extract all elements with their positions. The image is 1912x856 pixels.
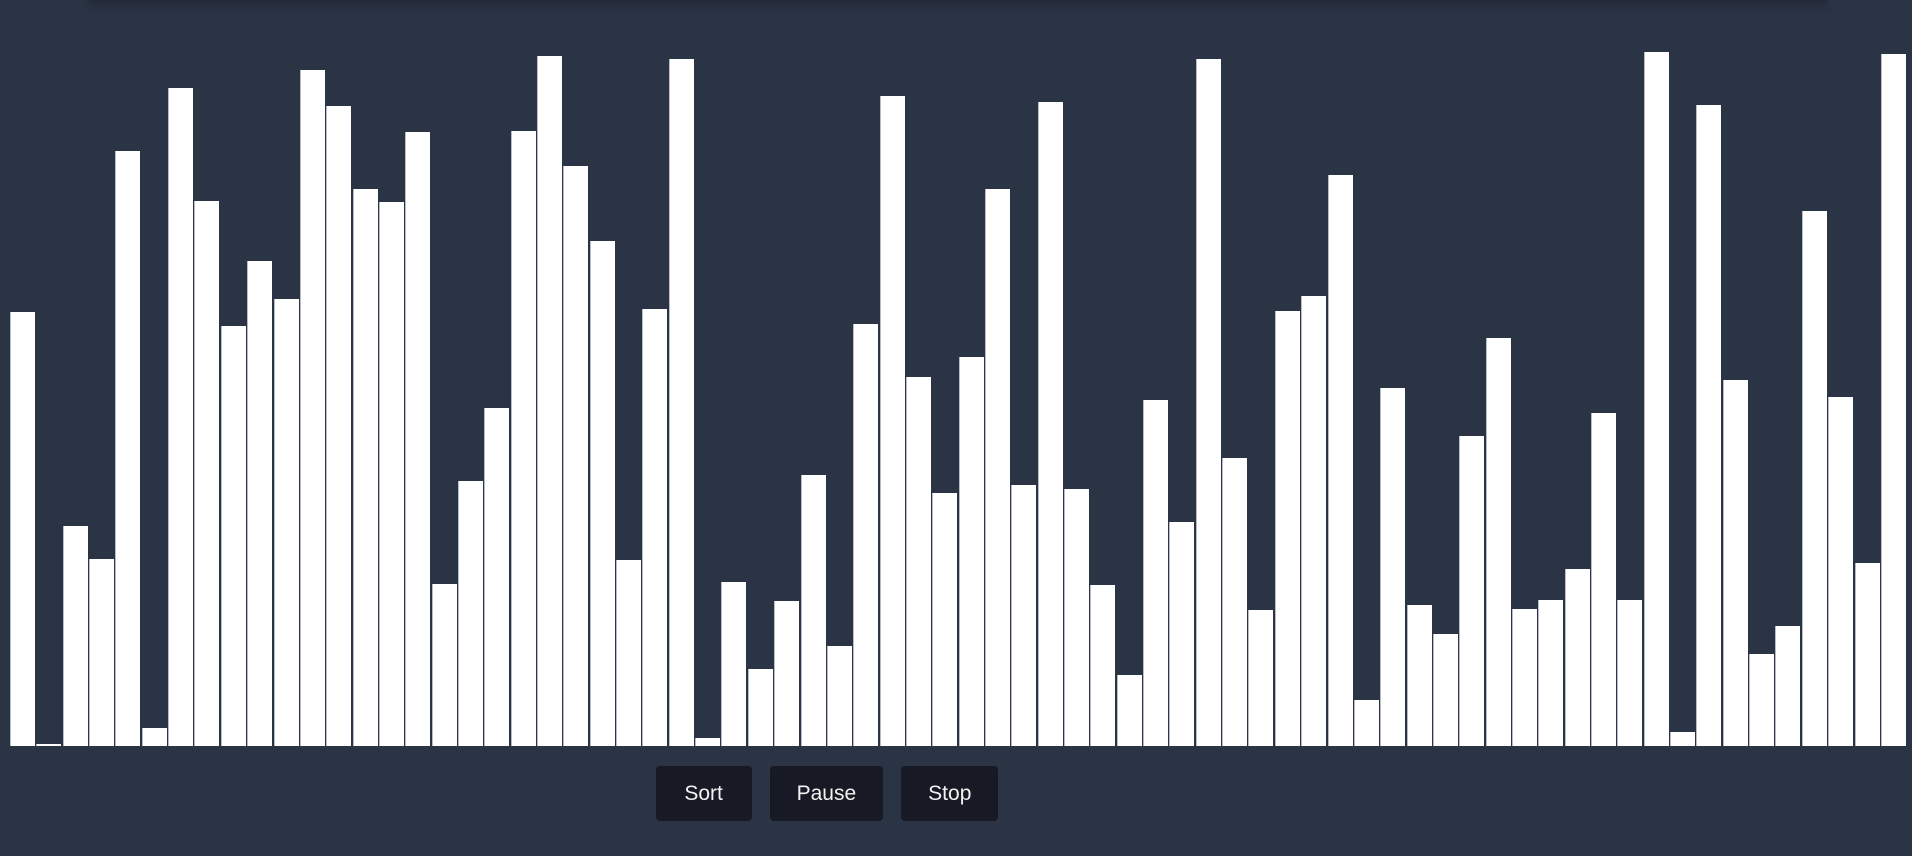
array-bar xyxy=(405,132,431,746)
array-bar xyxy=(168,88,194,746)
array-bar xyxy=(36,744,62,746)
array-bar xyxy=(1564,569,1590,746)
array-bar xyxy=(1143,400,1169,746)
array-bar xyxy=(958,357,984,746)
array-bar xyxy=(1617,600,1643,746)
array-bar xyxy=(668,59,694,746)
stop-button[interactable]: Stop xyxy=(901,766,999,821)
array-bar xyxy=(826,646,852,746)
array-bar xyxy=(1195,59,1221,746)
array-bar xyxy=(1828,397,1854,746)
array-bar xyxy=(1749,654,1775,746)
array-bar xyxy=(984,189,1010,746)
array-bar xyxy=(247,261,273,746)
array-bar xyxy=(1406,605,1432,746)
array-bar xyxy=(1037,102,1063,746)
array-bar xyxy=(1011,485,1037,746)
array-bar xyxy=(1459,436,1485,746)
array-bar xyxy=(721,582,747,746)
array-bar xyxy=(273,299,299,746)
array-bar xyxy=(1222,458,1248,746)
array-bar xyxy=(1511,609,1537,746)
array-bar xyxy=(1380,388,1406,746)
array-bar xyxy=(194,201,220,746)
array-bar xyxy=(1301,296,1327,746)
array-bar xyxy=(616,560,642,746)
array-bar xyxy=(1775,626,1801,746)
control-bar: Sort Pause Stop xyxy=(0,766,1783,821)
array-bar xyxy=(1327,175,1353,746)
array-bar xyxy=(905,377,931,746)
array-bar xyxy=(10,312,35,746)
array-bar xyxy=(115,151,141,746)
array-bar xyxy=(1064,489,1089,746)
sort-button[interactable]: Sort xyxy=(655,766,752,821)
array-bar xyxy=(853,324,879,746)
array-bar xyxy=(695,738,721,746)
array-bar xyxy=(537,56,562,746)
array-bar xyxy=(1591,413,1616,746)
array-bar xyxy=(1880,54,1906,746)
array-bar xyxy=(1696,105,1722,746)
array-bar xyxy=(457,481,483,746)
array-bar xyxy=(1722,380,1748,746)
pause-button[interactable]: Pause xyxy=(769,766,884,821)
array-bar xyxy=(1854,563,1880,746)
array-bar xyxy=(484,408,510,746)
array-bar xyxy=(1274,311,1300,746)
array-bar xyxy=(589,241,615,746)
bars-area xyxy=(10,0,1906,746)
array-bar xyxy=(89,559,115,746)
array-bar xyxy=(299,70,325,746)
array-bar xyxy=(378,202,404,746)
array-bar xyxy=(1169,522,1195,746)
array-bar xyxy=(563,166,589,746)
array-bar xyxy=(1353,700,1379,746)
array-bar xyxy=(1116,675,1142,746)
array-bar xyxy=(1670,732,1696,746)
array-bar xyxy=(1432,634,1458,746)
array-bar xyxy=(1538,600,1564,746)
array-bar xyxy=(747,669,773,746)
array-bar xyxy=(326,106,352,746)
array-bar xyxy=(431,584,457,746)
array-bar xyxy=(1090,585,1116,746)
array-bar xyxy=(141,728,167,746)
array-bar xyxy=(774,601,800,746)
array-bar xyxy=(1485,338,1511,746)
array-bar xyxy=(1801,211,1827,746)
array-bar xyxy=(932,493,958,746)
array-bar xyxy=(642,309,668,746)
array-bar xyxy=(220,326,246,746)
array-bar xyxy=(879,96,905,746)
array-bar xyxy=(510,131,536,746)
array-bar xyxy=(352,189,378,746)
array-bar xyxy=(62,526,88,746)
array-bar xyxy=(800,475,826,746)
array-bar xyxy=(1643,52,1669,746)
top-panel-shadow xyxy=(90,0,1826,2)
array-bar xyxy=(1248,610,1274,746)
